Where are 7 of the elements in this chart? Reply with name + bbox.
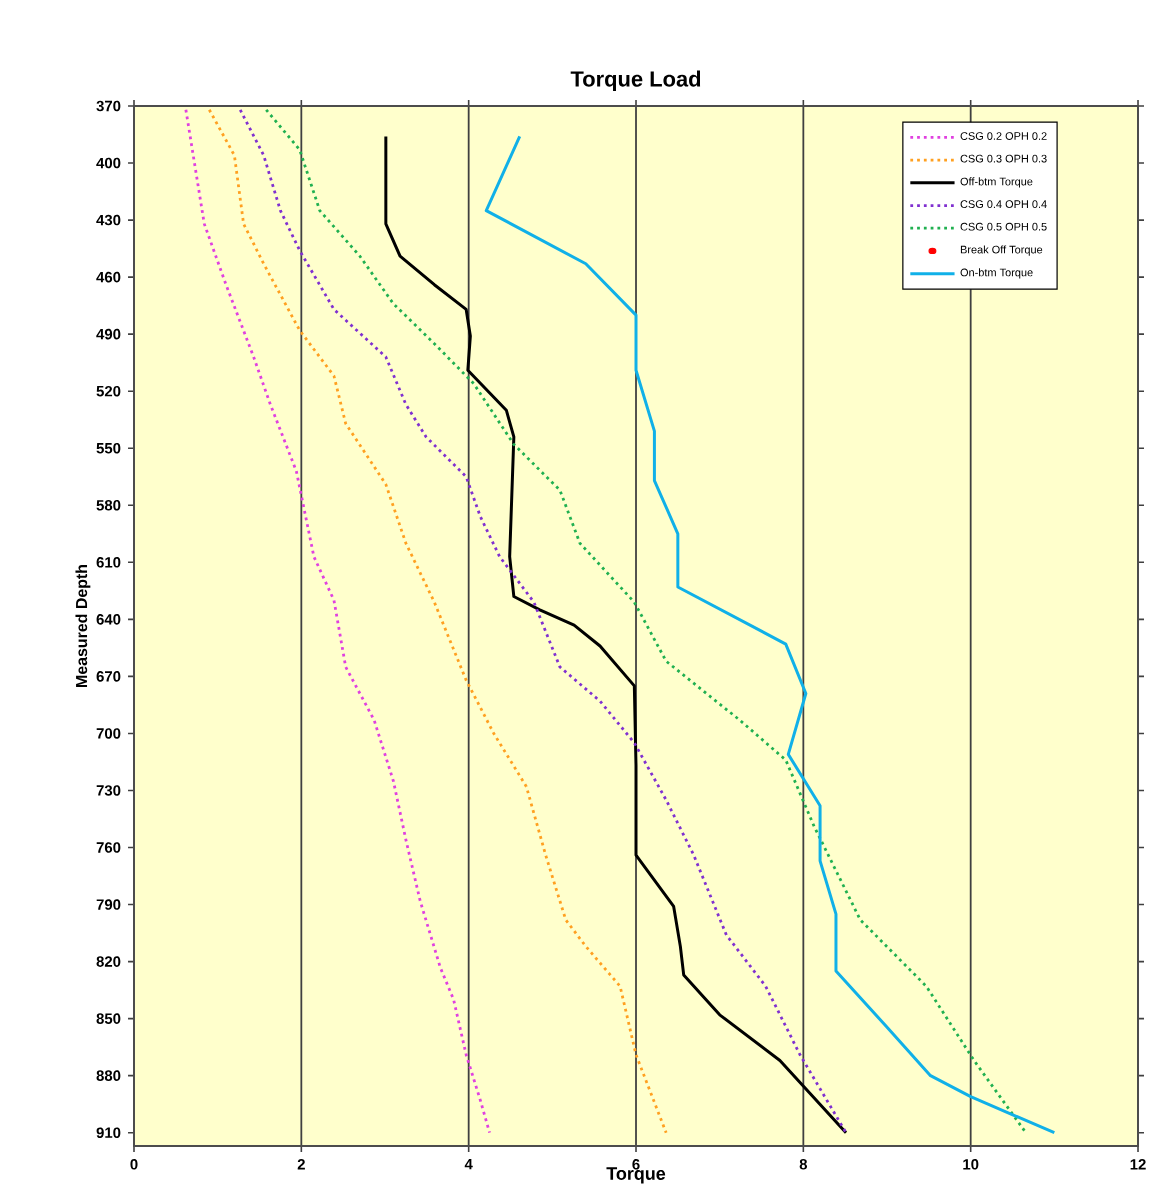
line-series [184,108,491,1135]
line-series [207,108,668,1135]
line-series [484,134,1056,1135]
line-series [384,134,848,1135]
chart-title: Torque Load [570,70,701,91]
x-axis-title: Torque [606,1167,666,1184]
line-series [238,108,848,1135]
